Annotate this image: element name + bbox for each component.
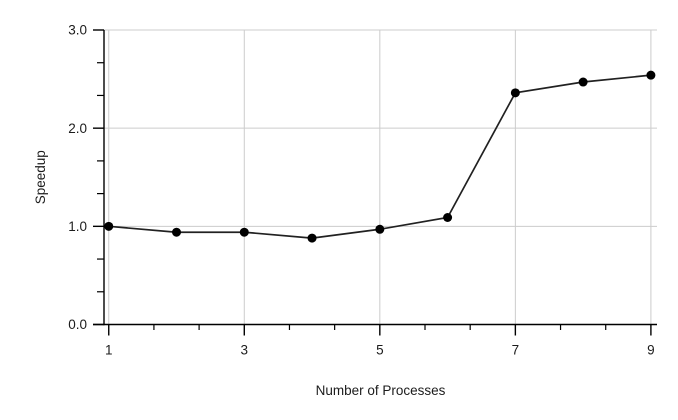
axes [93,29,657,336]
data-point [307,233,317,243]
data-point [239,227,249,237]
y-tick-label: 2.0 [68,121,87,136]
data-point [443,212,453,222]
x-tick-label: 3 [241,343,249,358]
tick-labels: 0.0 1.0 2.0 3.0 1 3 5 7 9 [68,23,654,358]
x-tick-label: 7 [512,343,520,358]
y-tick-label: 3.0 [68,23,87,38]
data-point [172,227,182,237]
data-point [578,77,588,87]
data-point [646,70,656,80]
x-axis-title: Number of Processes [316,383,446,398]
y-tick-label: 1.0 [68,219,87,234]
data-point [104,221,114,231]
y-axis-title: Speedup [33,150,48,204]
gridlines [104,29,657,325]
y-tick-label: 0.0 [68,317,87,332]
x-tick-label: 1 [105,343,113,358]
data-point [375,224,385,234]
x-tick-label: 5 [376,343,384,358]
data-point [510,88,520,98]
x-tick-label: 9 [647,343,655,358]
data-series [104,70,656,243]
